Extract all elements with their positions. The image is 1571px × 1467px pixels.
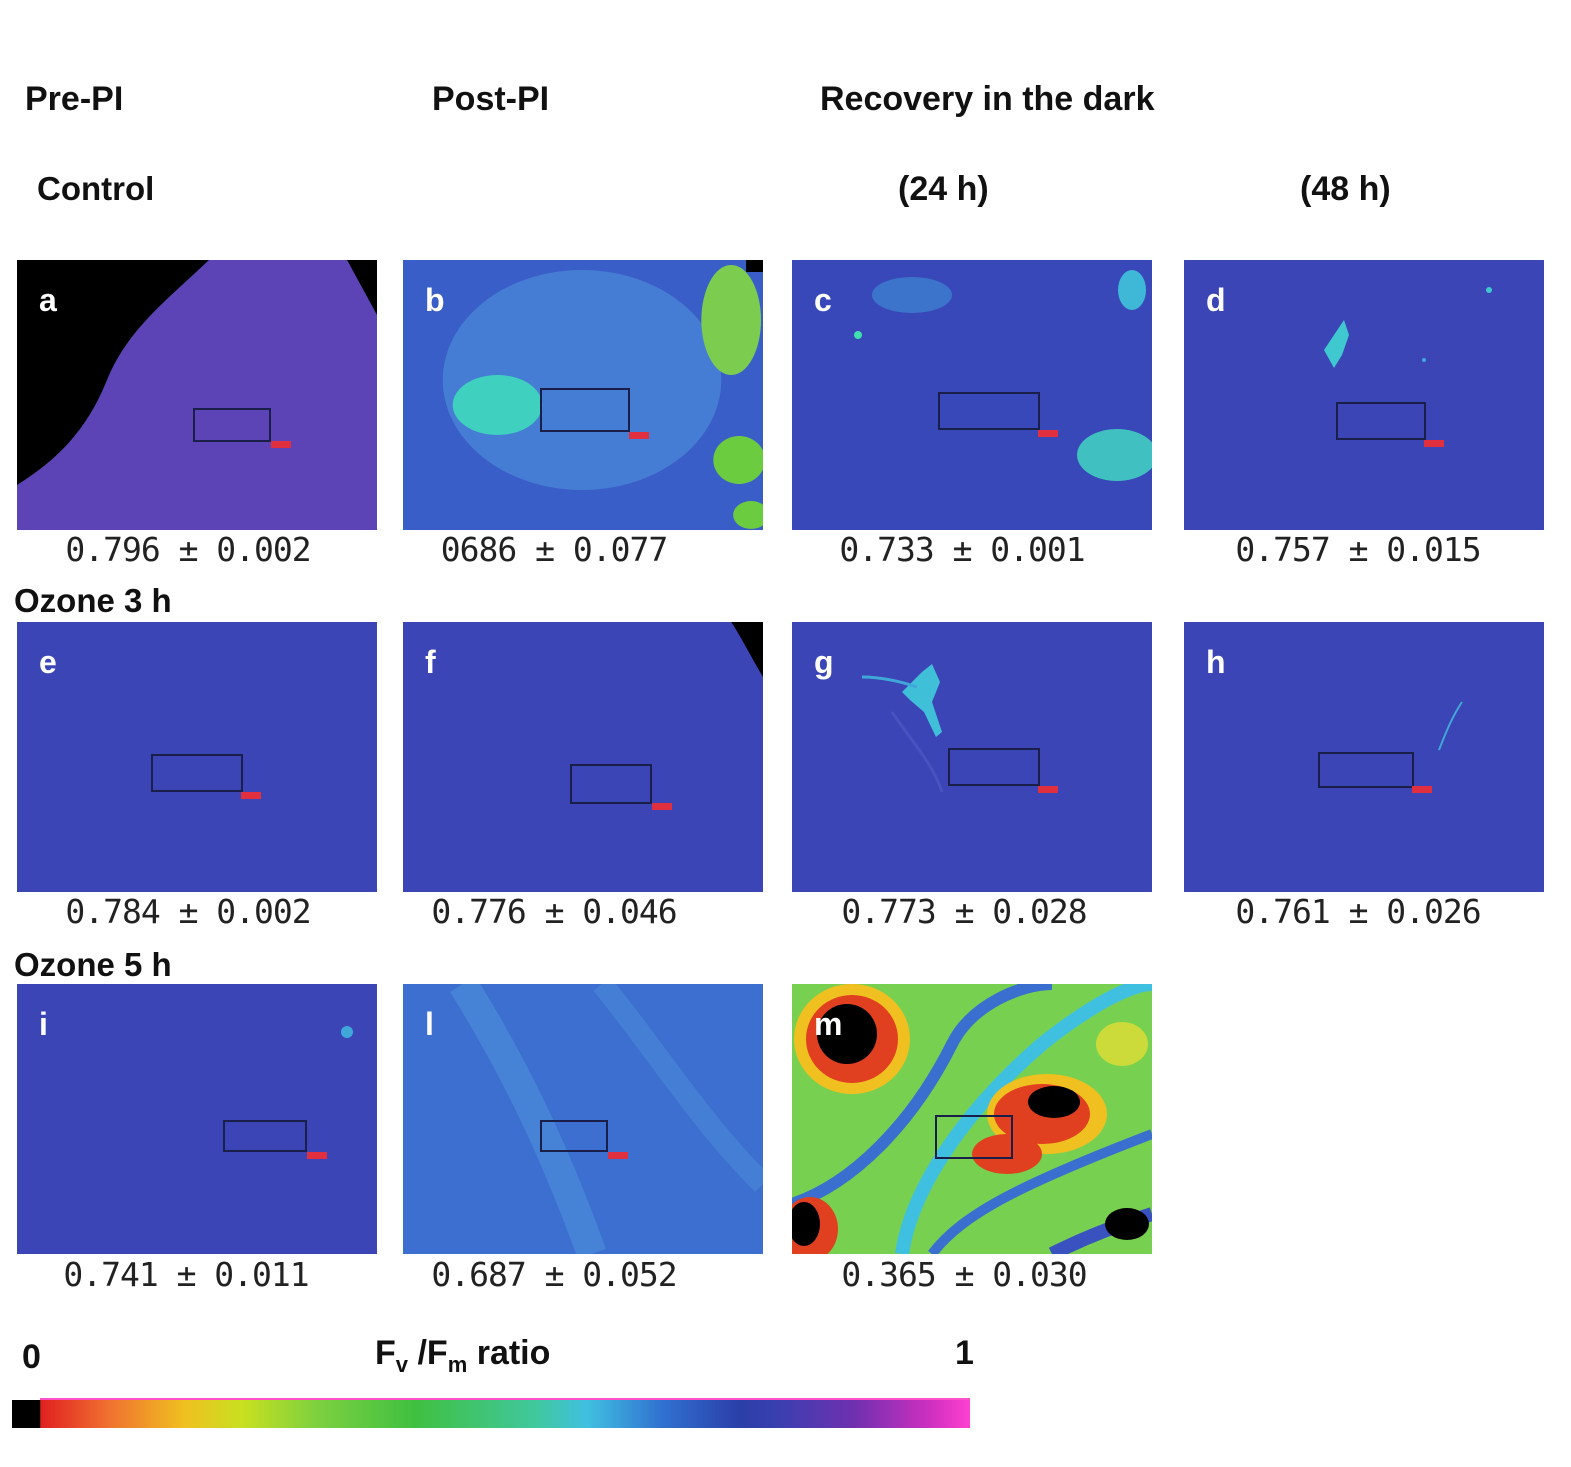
panel-c: c [792, 260, 1152, 530]
row-label-control: Control [37, 170, 155, 207]
roi-marker [307, 1152, 327, 1159]
fv-fm-value-a: 0.796 ± 0.002 [65, 530, 311, 569]
fv-fm-value-e: 0.784 ± 0.002 [65, 892, 311, 931]
panel-b: b [403, 260, 763, 530]
panel-g: g [792, 622, 1152, 892]
roi-box [570, 764, 652, 804]
panel-m: m [792, 984, 1152, 1254]
panel-e: e [17, 622, 377, 892]
leaf-image-d [1324, 287, 1492, 368]
scale-min-label: 0 [22, 1338, 41, 1376]
leaf-image-c [854, 270, 1152, 481]
scale-title: Fv /Fm ratio [375, 1334, 550, 1378]
fv-fm-value-m: 0.365 ± 0.030 [841, 1255, 1087, 1294]
leaf-image-i [341, 1026, 353, 1038]
roi-box [935, 1115, 1013, 1159]
header-48h: (48 h) [1300, 170, 1391, 208]
roi-marker [1038, 430, 1058, 437]
leaf-image-f [731, 622, 763, 677]
leaf-image-a [17, 260, 377, 485]
panel-letter: m [814, 1006, 843, 1042]
leaf-image-h [1438, 701, 1463, 751]
scale-title-mid: /F [408, 1334, 448, 1372]
leaf-image-m [792, 984, 1152, 1254]
fv-fm-colorbar [12, 1400, 970, 1428]
roi-marker [608, 1152, 628, 1159]
header-recovery: Recovery in the dark [820, 80, 1155, 118]
fv-fm-value-b: 0686 ± 0.077 [440, 530, 668, 569]
row-label-ozone-5h: Ozone 5 h [14, 946, 172, 983]
scale-title-f: F [375, 1334, 396, 1372]
panel-letter: c [814, 282, 832, 318]
roi-marker [629, 432, 649, 439]
roi-marker [652, 803, 672, 810]
roi-box [948, 748, 1040, 786]
panel-letter: b [425, 282, 445, 318]
panel-letter: i [39, 1006, 48, 1042]
fv-fm-value-l: 0.687 ± 0.052 [431, 1255, 677, 1294]
roi-box [938, 392, 1040, 430]
panel-i: i [17, 984, 377, 1254]
panel-letter: h [1206, 644, 1226, 680]
panel-letter: e [39, 644, 57, 680]
roi-marker [1412, 786, 1432, 793]
panel-d: d [1184, 260, 1544, 530]
leaf-image-g [861, 664, 944, 793]
leaf-image-l [450, 984, 763, 1254]
roi-marker [1424, 440, 1444, 447]
roi-box [1318, 752, 1414, 788]
fv-fm-value-i: 0.741 ± 0.011 [63, 1255, 309, 1294]
header-24h: (24 h) [898, 170, 989, 208]
fv-fm-value-c: 0.733 ± 0.001 [839, 530, 1085, 569]
roi-box [193, 408, 271, 442]
panel-l: l [403, 984, 763, 1254]
header-post-pi: Post-PI [432, 80, 550, 118]
fv-fm-value-f: 0.776 ± 0.046 [431, 892, 677, 931]
panel-letter: d [1206, 282, 1226, 318]
roi-box [1336, 402, 1426, 440]
roi-marker [241, 792, 261, 799]
roi-marker [271, 441, 291, 448]
colorbar-top-line [40, 1398, 970, 1401]
fv-fm-value-d: 0.757 ± 0.015 [1235, 530, 1481, 569]
scale-title-sub-v: v [395, 1351, 409, 1377]
panel-f: f [403, 622, 763, 892]
panel-letter: a [39, 282, 57, 318]
fv-fm-value-g: 0.773 ± 0.028 [841, 892, 1087, 931]
header-pre-pi: Pre-PI [25, 80, 124, 118]
roi-box [151, 754, 243, 792]
scale-max-label: 1 [955, 1334, 974, 1372]
panel-letter: f [425, 644, 436, 680]
fv-fm-value-h: 0.761 ± 0.026 [1235, 892, 1481, 931]
scale-title-end: ratio [467, 1334, 551, 1372]
panel-letter: g [814, 644, 834, 680]
roi-box [540, 1120, 608, 1152]
panel-h: h [1184, 622, 1544, 892]
scale-title-sub-m: m [447, 1351, 468, 1377]
row-label-ozone-3h: Ozone 3 h [14, 582, 172, 619]
roi-marker [1038, 786, 1058, 793]
roi-box [540, 388, 630, 432]
panel-letter: l [425, 1006, 434, 1042]
roi-box [223, 1120, 307, 1152]
panel-a: a [17, 260, 377, 530]
leaf-image-b [442, 260, 763, 529]
